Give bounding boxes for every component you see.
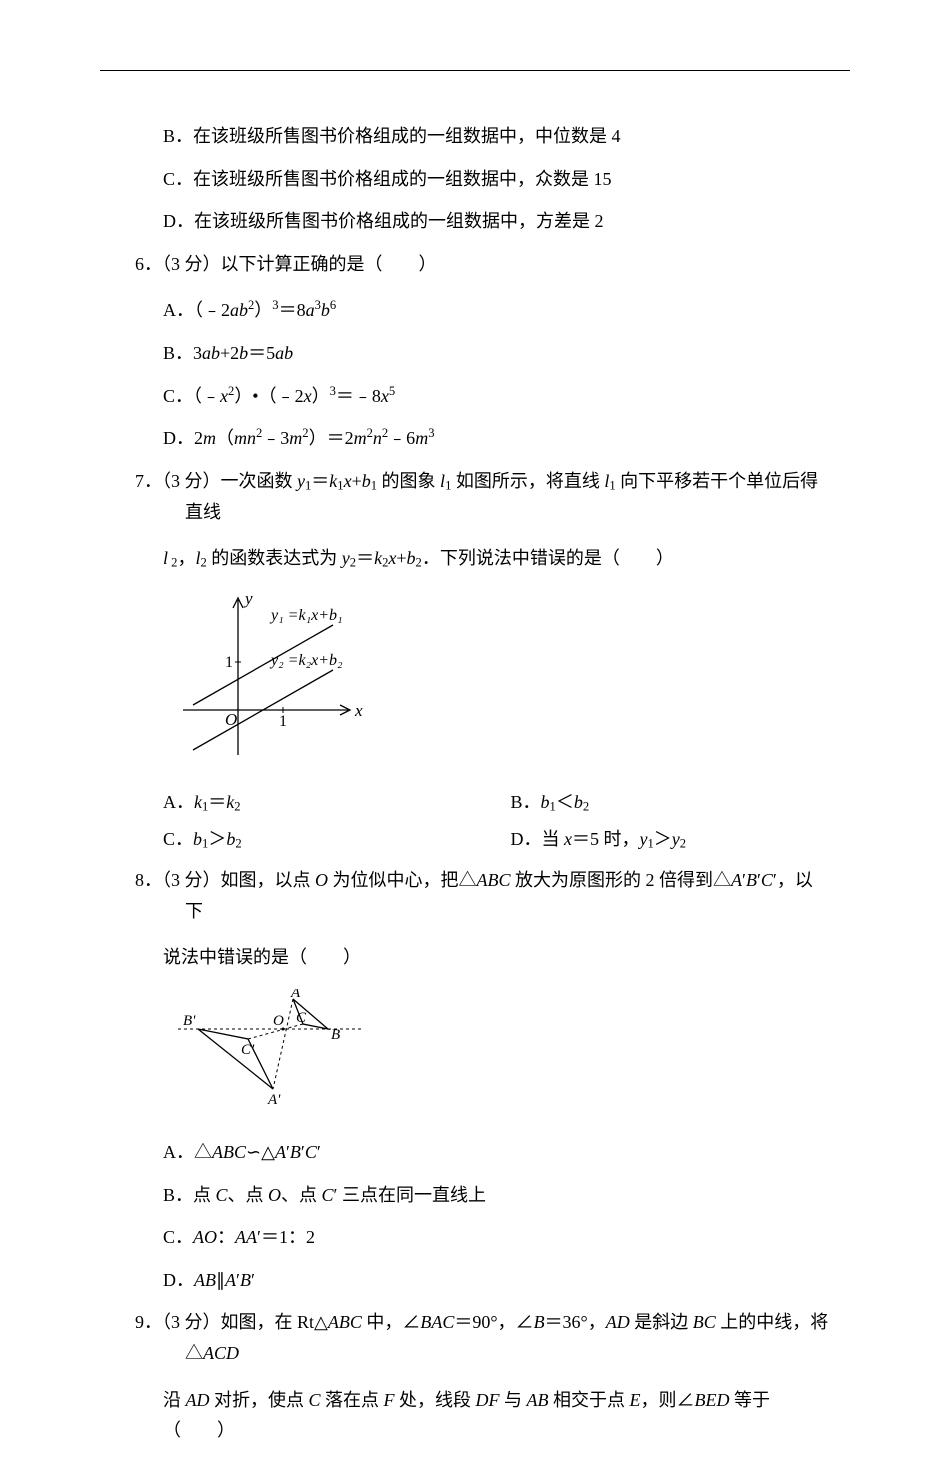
q7-graph: y 1 1 O x y₁ =k₁x+b₁ y₂ =k₂x+b₂ — [173, 590, 830, 770]
q7-stem-line2: l 2，l2 的函数表达式为 y2＝k2x+b2．下列说法中错误的是（ ） — [163, 543, 830, 574]
q6-opt-c: C．（﹣x2）•（﹣2x）3＝﹣8x5 — [163, 381, 830, 412]
q6-stem: 6．（3 分）以下计算正确的是（ ） — [185, 249, 830, 280]
q9-stem-line2: 沿 AD 对折，使点 C 落在点 F 处，线段 DF 与 AB 相交于点 E，则… — [163, 1385, 830, 1446]
prev-opt-b: B．在该班级所售图书价格组成的一组数据中，中位数是 4 — [163, 121, 830, 152]
svg-text:O: O — [225, 710, 237, 729]
q7-opts-row2: C．b1＞b2 D．当 x＝5 时，y1＞y2 — [135, 825, 830, 852]
svg-text:y: y — [243, 590, 253, 608]
q9-stem: 9．（3 分）如图，在 Rt△ABC 中，∠BAC＝90°，∠B＝36°，AD … — [185, 1307, 830, 1368]
q8-opt-c: C．AO：AA′＝1：2 — [163, 1222, 830, 1253]
svg-text:y₂ =k₂x+b₂: y₂ =k₂x+b₂ — [269, 652, 343, 669]
q7-stem: 7．（3 分）一次函数 y1＝k1x+b1 的图象 l1 如图所示，将直线 l1… — [185, 466, 830, 528]
q6-opt-d: D．2m（mn2﹣3m2）＝2m2n2﹣6m3 — [163, 423, 830, 454]
q7-opt-c: C．b1＞b2 — [163, 825, 483, 852]
svg-text:1: 1 — [225, 654, 233, 671]
svg-text:B: B — [331, 1027, 340, 1043]
svg-text:O: O — [273, 1013, 284, 1029]
prev-opt-d: D．在该班级所售图书价格组成的一组数据中，方差是 2 — [163, 206, 830, 237]
svg-text:C': C' — [241, 1042, 255, 1058]
q6-opt-a: A．（﹣2ab2）3＝8a3b6 — [163, 295, 830, 326]
q8-stem-line2: 说法中错误的是（ ） — [163, 942, 830, 973]
svg-text:B': B' — [183, 1013, 196, 1029]
q8-opt-d: D．AB∥A′B′ — [163, 1265, 830, 1296]
q7-opt-b: B．b1＜b2 — [511, 788, 831, 815]
svg-text:1: 1 — [279, 713, 287, 730]
svg-text:x: x — [354, 701, 363, 720]
svg-text:C: C — [296, 1010, 307, 1026]
q7-opts-row1: A．k1＝k2 B．b1＜b2 — [135, 788, 830, 815]
svg-text:A': A' — [267, 1092, 281, 1108]
q7-opt-a: A．k1＝k2 — [163, 788, 483, 815]
q8-graph: A B C O A' B' C' — [173, 989, 830, 1119]
svg-text:y₁ =k₁x+b₁: y₁ =k₁x+b₁ — [269, 607, 343, 624]
svg-text:A: A — [290, 989, 301, 1001]
prev-opt-c: C．在该班级所售图书价格组成的一组数据中，众数是 15 — [163, 164, 830, 195]
q8-opt-b: B．点 C、点 O、点 C′ 三点在同一直线上 — [163, 1180, 830, 1211]
q8-stem: 8．（3 分）如图，以点 O 为位似中心，把△ABC 放大为原图形的 2 倍得到… — [185, 865, 830, 926]
q7-opt-d: D．当 x＝5 时，y1＞y2 — [511, 825, 831, 852]
q8-opt-a: A．△ABC∽△A′B′C′ — [163, 1137, 830, 1168]
q6-opt-b: B．3ab+2b＝5ab — [163, 338, 830, 369]
